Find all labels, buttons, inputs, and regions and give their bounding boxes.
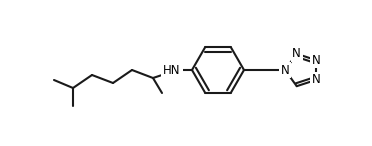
Text: N: N [311, 73, 320, 86]
Text: N: N [311, 53, 320, 67]
Text: N: N [280, 64, 289, 77]
Text: N: N [292, 47, 301, 60]
Text: HN: HN [163, 64, 181, 77]
